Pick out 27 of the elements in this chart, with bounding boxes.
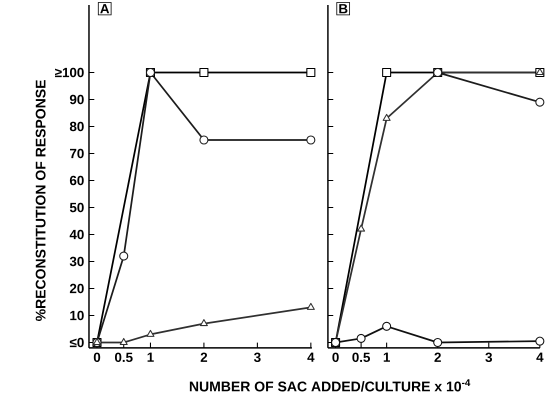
x-tick-label: 1 [384, 352, 390, 362]
y-tick-label: 60 [70, 176, 84, 186]
y-tick-label: 40 [70, 230, 84, 240]
x-tick-label: 4 [307, 352, 314, 362]
x-tick-label: 3 [485, 352, 492, 362]
y-tick-label: 10 [70, 310, 84, 320]
x-tick-label: 2 [434, 352, 441, 362]
x-tick-label: 0 [94, 352, 100, 362]
x-tick-label: 0.5 [352, 352, 370, 362]
y-axis-title: %RECONSTITUTION OF RESPONSE [36, 80, 46, 322]
x-tick-label: 2 [200, 352, 208, 362]
x-tick-label: 0 [332, 352, 339, 362]
x-axis-title: NUMBER OF SAC ADDED/CULTURE x 10$^{-4}$ [190, 379, 470, 392]
x-tick-label: 0.5 [114, 352, 133, 362]
y-tick-label: 90 [70, 94, 84, 104]
y-tick-label: 50 [70, 202, 84, 212]
x-tick-label: 4 [536, 352, 544, 362]
x-tick-label: 1 [148, 352, 154, 362]
y-tick-label: 80 [70, 122, 84, 132]
chart-title: A [100, 4, 110, 14]
y-tick-label: 20 [70, 284, 84, 294]
x-tick-label: 3 [254, 352, 261, 362]
y-tick-label: ≥100 [55, 68, 84, 78]
y-tick-label: 30 [70, 256, 84, 266]
chart-title: B [339, 4, 348, 14]
y-tick-label: ≤0 [70, 338, 84, 348]
y-tick-label: 70 [70, 148, 84, 158]
